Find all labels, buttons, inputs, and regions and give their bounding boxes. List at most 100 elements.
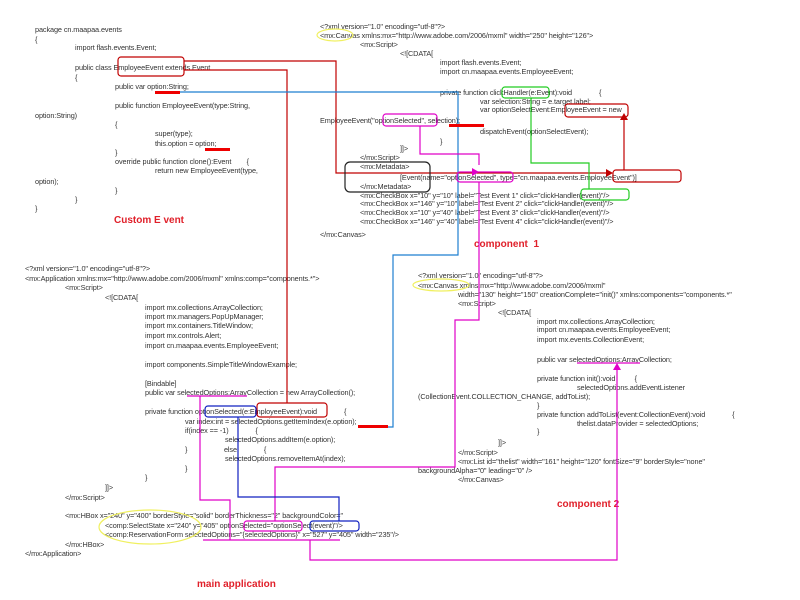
code-line: package cn.maapaa.events: [35, 25, 122, 34]
code-line: }: [537, 401, 540, 410]
canvas-highlight: [316, 28, 354, 42]
code-line: option);: [35, 177, 59, 186]
code-line: </mx:HBox>: [65, 540, 105, 549]
code-line: </mx:Canvas>: [320, 230, 366, 239]
code-line: public var option:String;: [115, 82, 189, 91]
code-line: <comp:ReservationForm selectedOptions="{…: [105, 530, 399, 539]
code-line: private function init():void {: [537, 374, 637, 383]
employee-event-type-box: [564, 103, 629, 118]
code-line: this.option = option;: [155, 139, 217, 148]
code-line: }: [75, 195, 78, 204]
code-line: <mx:CheckBox x="146" y="40" label="Test …: [360, 217, 614, 226]
e-option-underline: [358, 425, 388, 428]
code-line: <mx:Canvas xmlns:mx="http://www.adobe.co…: [320, 31, 594, 40]
option-selected-connector: [419, 126, 480, 165]
click-handler-box: [501, 86, 550, 99]
code-line: </mx:Canvas>: [458, 475, 504, 484]
code-line: import mx.managers.PopUpManager;: [145, 312, 264, 321]
code-line: }: [537, 427, 540, 436]
code-line: </mx:Metadata>: [360, 182, 412, 191]
handler-employee-event-box: [256, 402, 328, 418]
event-type-connector: [184, 60, 606, 174]
code-line: <mx:CheckBox x="10" y="10" label="Test E…: [360, 191, 610, 200]
code-line: import mx.containers.TitleWindow;: [145, 321, 253, 330]
event-handler-connector: [184, 69, 288, 403]
code-line: backgroundAlpha="0" leading="0" />: [418, 466, 533, 475]
code-line: {: [115, 120, 118, 129]
code-line: dispatchEvent(optionSelectEvent);: [480, 127, 589, 136]
code-line: {: [35, 35, 38, 44]
code-line: <mx:Canvas xmlns:mx="http://www.adobe.co…: [418, 281, 606, 290]
code-line: override public function clone():Event {: [115, 157, 250, 166]
code-line: import components.SimpleTitleWindowExamp…: [145, 360, 297, 369]
option-underline: [155, 91, 180, 94]
code-line: var index:int = selectedOptions.getItemI…: [185, 417, 357, 426]
code-line: <?xml version="1.0" encoding="utf-8"?>: [25, 264, 151, 273]
code-line: <mx:Script>: [458, 299, 496, 308]
option-select-function-box: [204, 405, 257, 418]
option-select-ref-box: [309, 520, 360, 532]
code-line: import mx.collections.ArrayCollection;: [145, 303, 263, 312]
code-line: (CollectionEvent.COLLECTION_CHANGE, addT…: [418, 392, 591, 401]
code-line: private function addToList(event:Collect…: [537, 410, 735, 419]
code-line: import cn.maapaa.events.EmployeeEvent;: [440, 67, 574, 76]
code-line: <mx:Application xmlns:mx="http://www.ado…: [25, 274, 320, 283]
custom-event-caption: Custom E vent: [114, 215, 185, 226]
employee-event-class-box: [117, 56, 185, 77]
code-line: import mx.events.CollectionEvent;: [537, 335, 645, 344]
code-line: public function EmployeeEvent(type:Strin…: [115, 101, 250, 110]
code-line: <![CDATA[: [498, 308, 532, 317]
option-underline: [205, 148, 230, 151]
code-line: selectedOptions.removeItemAt(index);: [225, 454, 346, 463]
code-line: }: [185, 464, 188, 473]
component-tags-highlight: [98, 509, 202, 545]
code-line: ]]>: [498, 438, 507, 447]
code-line: import flash.events.Event;: [75, 43, 157, 52]
code-line: EmployeeEvent("optionSelected", selectio…: [320, 116, 461, 125]
arrow-icon: [472, 168, 479, 176]
metadata-employee-event-box: [612, 169, 682, 183]
code-line: <mx:Script>: [65, 283, 103, 292]
arrow-icon: [606, 169, 613, 177]
option-select-connector: [237, 417, 340, 521]
option-selected-metadata-box: [456, 171, 514, 183]
component1-caption: component 1: [474, 239, 540, 250]
event-listener-connector: [274, 182, 480, 521]
code-line: import mx.collections.ArrayCollection;: [537, 317, 655, 326]
code-line: </mx:Script>: [360, 153, 400, 162]
code-line: import flash.events.Event;: [440, 58, 522, 67]
code-line: super(type);: [155, 129, 193, 138]
code-line: <mx:CheckBox x="146" y="10" label="Test …: [360, 199, 614, 208]
click-handler-connector: [530, 98, 590, 189]
code-line: ]]>: [400, 144, 409, 153]
code-line: [Event(name="optionSelected", type="cn.m…: [400, 173, 637, 182]
code-line: public var selectedOptions:ArrayCollecti…: [537, 355, 672, 364]
code-line: <mx:Metadata>: [360, 162, 410, 171]
code-line: selectedOptions.addItem(e.option);: [225, 435, 336, 444]
code-line: public var selectedOptions:ArrayCollecti…: [145, 388, 356, 397]
code-line: <![CDATA[: [105, 293, 139, 302]
code-line: </mx:Script>: [458, 448, 498, 457]
option-selected-string-box: [382, 113, 438, 127]
code-line: }: [115, 148, 118, 157]
code-line: }: [145, 473, 148, 482]
code-line: } else {: [185, 445, 267, 454]
arrow-icon: [613, 363, 621, 370]
code-line: <![CDATA[: [400, 49, 434, 58]
code-line: import mx.controls.Alert;: [145, 331, 222, 340]
code-line: }: [115, 186, 118, 195]
main-application-caption: main application: [197, 579, 276, 590]
code-line: width="130" height="150" creationComplet…: [458, 290, 732, 299]
option-selected-attr-box: [243, 520, 303, 532]
code-line: public class EmployeeEvent extends Event: [75, 63, 211, 72]
option-property-connector: [178, 91, 459, 428]
code-line: [Bindable]: [145, 379, 177, 388]
code-line: var selection:String = e.target.label;: [480, 97, 591, 106]
code-line: <mx:List id="thelist" width="161" height…: [458, 457, 705, 466]
code-line: ]]>: [105, 483, 114, 492]
code-line: option:String): [35, 111, 78, 120]
code-line: <?xml version="1.0" encoding="utf-8"?>: [320, 22, 446, 31]
code-line: return new EmployeeEvent(type,: [155, 166, 258, 175]
